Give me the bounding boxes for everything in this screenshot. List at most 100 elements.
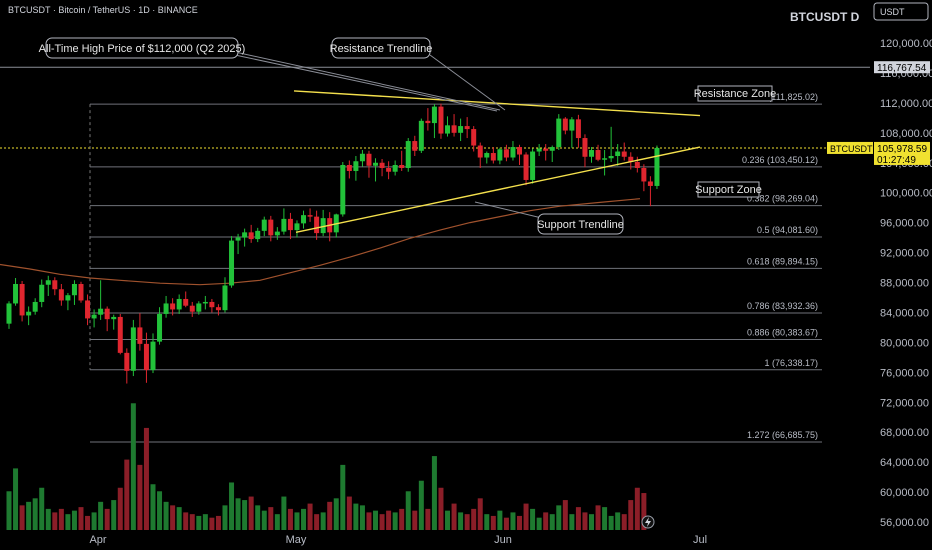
candle[interactable]	[170, 298, 176, 316]
candle[interactable]	[222, 277, 228, 313]
candle[interactable]	[589, 147, 595, 163]
candle[interactable]	[621, 142, 627, 161]
candle[interactable]	[26, 306, 32, 326]
candle[interactable]	[32, 298, 38, 315]
candle[interactable]	[281, 208, 287, 235]
candle[interactable]	[242, 228, 248, 247]
candle[interactable]	[124, 348, 130, 384]
candle[interactable]	[418, 118, 424, 154]
candle[interactable]	[346, 160, 352, 179]
candle[interactable]	[340, 162, 346, 217]
candle[interactable]	[549, 145, 555, 163]
candle[interactable]	[235, 233, 241, 255]
price-axis[interactable]: 56,000.00 60,000.00 64,000.00 68,000.00 72,0…	[827, 38, 932, 529]
candle[interactable]	[503, 144, 509, 162]
candle[interactable]	[575, 114, 581, 148]
candle[interactable]	[523, 152, 529, 186]
fibonacci-retracement[interactable]: 0 (111,825.02) 0.236 (103,450.12) 0.382 (9…	[89, 92, 822, 443]
candle[interactable]	[536, 144, 542, 157]
candle[interactable]	[634, 156, 640, 173]
trendlines[interactable]	[234, 51, 701, 234]
candle[interactable]	[392, 160, 398, 176]
candle[interactable]	[595, 144, 601, 162]
candle[interactable]	[615, 144, 621, 166]
candle[interactable]	[274, 227, 280, 240]
candle[interactable]	[45, 275, 51, 296]
resistance-zone-annotation[interactable]: Resistance Zone	[694, 85, 777, 102]
candle[interactable]	[189, 301, 195, 317]
candle[interactable]	[464, 117, 470, 139]
candle[interactable]	[176, 294, 182, 314]
candle[interactable]	[425, 108, 431, 131]
candle[interactable]	[458, 118, 464, 142]
candle[interactable]	[314, 210, 320, 240]
candle[interactable]	[183, 291, 189, 308]
candle[interactable]	[268, 215, 274, 242]
candle[interactable]	[301, 210, 307, 229]
candle[interactable]	[471, 126, 477, 152]
candle[interactable]	[143, 332, 149, 383]
candle[interactable]	[157, 307, 163, 345]
candle[interactable]	[654, 145, 660, 189]
candle[interactable]	[445, 116, 451, 137]
candle[interactable]	[490, 147, 496, 164]
candle[interactable]	[569, 117, 575, 148]
candle[interactable]	[399, 150, 405, 171]
candle[interactable]	[451, 114, 457, 137]
candle[interactable]	[202, 295, 208, 310]
candle[interactable]	[287, 212, 293, 240]
candle[interactable]	[111, 314, 117, 330]
candle[interactable]	[294, 220, 300, 238]
candle[interactable]	[98, 280, 104, 320]
price-candles[interactable]	[6, 103, 660, 384]
candle[interactable]	[484, 151, 490, 164]
candle[interactable]	[78, 281, 84, 303]
candle[interactable]	[104, 306, 110, 332]
candle[interactable]	[39, 279, 45, 308]
candle[interactable]	[405, 138, 411, 172]
candle[interactable]	[91, 309, 97, 328]
candle[interactable]	[209, 298, 215, 313]
candle[interactable]	[85, 294, 91, 326]
candle[interactable]	[543, 144, 549, 161]
candle[interactable]	[163, 295, 169, 318]
candle[interactable]	[628, 152, 634, 170]
candle[interactable]	[58, 283, 64, 306]
candle[interactable]	[229, 236, 235, 288]
candle[interactable]	[215, 304, 221, 316]
ath-annotation[interactable]: All-Time High Price of $112,000 (Q2 2025…	[39, 37, 246, 59]
candle[interactable]	[255, 227, 261, 243]
candle[interactable]	[517, 144, 523, 165]
candle[interactable]	[641, 164, 647, 192]
candle[interactable]	[373, 158, 379, 182]
candle[interactable]	[647, 176, 653, 207]
lightning-icon[interactable]	[641, 515, 655, 529]
candle[interactable]	[582, 134, 588, 168]
candle[interactable]	[71, 280, 77, 305]
resistance-trendline-annotation[interactable]: Resistance Trendline	[330, 37, 433, 59]
resistance-trendline[interactable]	[293, 90, 701, 117]
candle[interactable]	[412, 135, 418, 157]
candle[interactable]	[379, 159, 385, 177]
candle[interactable]	[477, 142, 483, 168]
candle[interactable]	[19, 281, 25, 322]
support-trendline[interactable]	[295, 146, 701, 234]
candle[interactable]	[6, 301, 12, 329]
candle[interactable]	[320, 209, 326, 237]
candle[interactable]	[530, 148, 536, 184]
candle[interactable]	[562, 117, 568, 135]
candle[interactable]	[130, 319, 136, 377]
currency-button[interactable]: USDT	[873, 2, 929, 21]
support-zone-annotation[interactable]: Support Zone	[695, 181, 762, 198]
candle[interactable]	[307, 208, 313, 222]
candle[interactable]	[556, 114, 562, 151]
candle[interactable]	[366, 150, 372, 178]
candle[interactable]	[359, 150, 365, 167]
candle[interactable]	[65, 292, 71, 311]
candle[interactable]	[353, 156, 359, 181]
candle[interactable]	[497, 147, 503, 165]
candle[interactable]	[13, 278, 19, 306]
candle[interactable]	[150, 333, 156, 374]
candle[interactable]	[196, 301, 202, 315]
